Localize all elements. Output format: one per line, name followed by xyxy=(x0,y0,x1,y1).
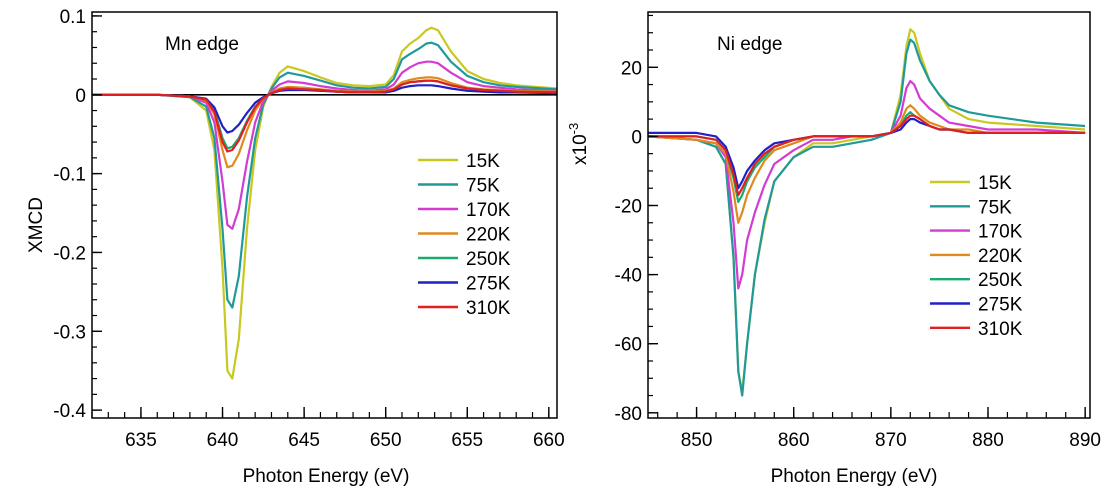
y-tick-label: -0.1 xyxy=(53,165,86,186)
series-line-220k xyxy=(648,104,1086,224)
series-line-75k xyxy=(648,38,1086,397)
legend-label: 250K xyxy=(978,270,1023,291)
series-group xyxy=(648,28,1086,397)
x-tick-label: 645 xyxy=(288,430,320,451)
legend-label: 75K xyxy=(466,176,500,197)
legend-label: 170K xyxy=(466,200,511,221)
legend-label: 310K xyxy=(466,298,511,319)
legend-label: 220K xyxy=(466,225,511,246)
series-line-75k xyxy=(92,41,557,309)
x-tick-label: 870 xyxy=(875,430,907,451)
legend-label: 15K xyxy=(978,173,1012,194)
x-tick-label: 850 xyxy=(681,430,713,451)
legend-label: 170K xyxy=(978,222,1023,243)
series-group xyxy=(92,26,557,380)
plot-frame xyxy=(91,11,558,419)
x-tick-label: 635 xyxy=(125,430,157,451)
y-tick-label: -20 xyxy=(615,196,642,217)
legend-label: 220K xyxy=(978,246,1023,267)
y-tick-label: -80 xyxy=(615,404,642,425)
series-line-310k xyxy=(648,114,1086,197)
ni-edge-panel: Ni edge x10-3 Photon Energy (eV) 850 860 8… xyxy=(566,11,1101,487)
mn-edge-label: Mn edge xyxy=(165,34,239,55)
mn-edge-panel: Mn edge XMCD Photon Energy (eV) 635 640 64… xyxy=(26,7,565,487)
x-tick-label: 655 xyxy=(451,430,483,451)
x-axis-label: Photon Energy (eV) xyxy=(243,466,410,487)
y-tick-label: 0.1 xyxy=(60,7,86,28)
legend-label: 275K xyxy=(978,295,1023,316)
y-tick-label: 0 xyxy=(631,127,642,148)
legend-label: 15K xyxy=(466,151,500,172)
x-tick-label: 880 xyxy=(972,430,1004,451)
legend: 15K 75K 170K 220K 250K 275K 310K xyxy=(930,173,1023,340)
y-tick-label: -40 xyxy=(615,266,642,287)
x-axis-label: Photon Energy (eV) xyxy=(771,466,938,487)
y-tick-label: -60 xyxy=(615,335,642,356)
legend: 15K 75K 170K 220K 250K 275K 310K xyxy=(418,151,511,319)
x-tick-label: 890 xyxy=(1069,430,1101,451)
x-tick-label: 640 xyxy=(207,430,239,451)
y-tick-label: -0.3 xyxy=(53,322,86,343)
x-tick-label: 860 xyxy=(778,430,810,451)
legend-label: 310K xyxy=(978,319,1023,340)
series-line-170k xyxy=(92,60,557,230)
ni-edge-label: Ni edge xyxy=(717,34,783,55)
legend-label: 75K xyxy=(978,197,1012,218)
x-tick-label: 660 xyxy=(533,430,565,451)
y-axis-label-exponent: -3 xyxy=(566,123,581,135)
series-line-275k xyxy=(92,84,557,134)
x-tick-label: 650 xyxy=(370,430,402,451)
series-line-15k xyxy=(92,26,557,380)
series-line-310k xyxy=(92,79,557,153)
y-tick-label: 20 xyxy=(621,58,642,79)
y-tick-label: -0.2 xyxy=(53,243,86,264)
y-axis-label: x10-3 xyxy=(566,123,591,165)
legend-label: 250K xyxy=(466,249,511,270)
legend-label: 275K xyxy=(466,274,511,295)
y-tick-label: 0 xyxy=(75,86,86,107)
y-axis-label-base: x10 xyxy=(570,134,591,165)
y-axis-label: XMCD xyxy=(26,197,47,253)
y-tick-label: -0.4 xyxy=(53,401,86,422)
plot-frame xyxy=(647,11,1091,419)
